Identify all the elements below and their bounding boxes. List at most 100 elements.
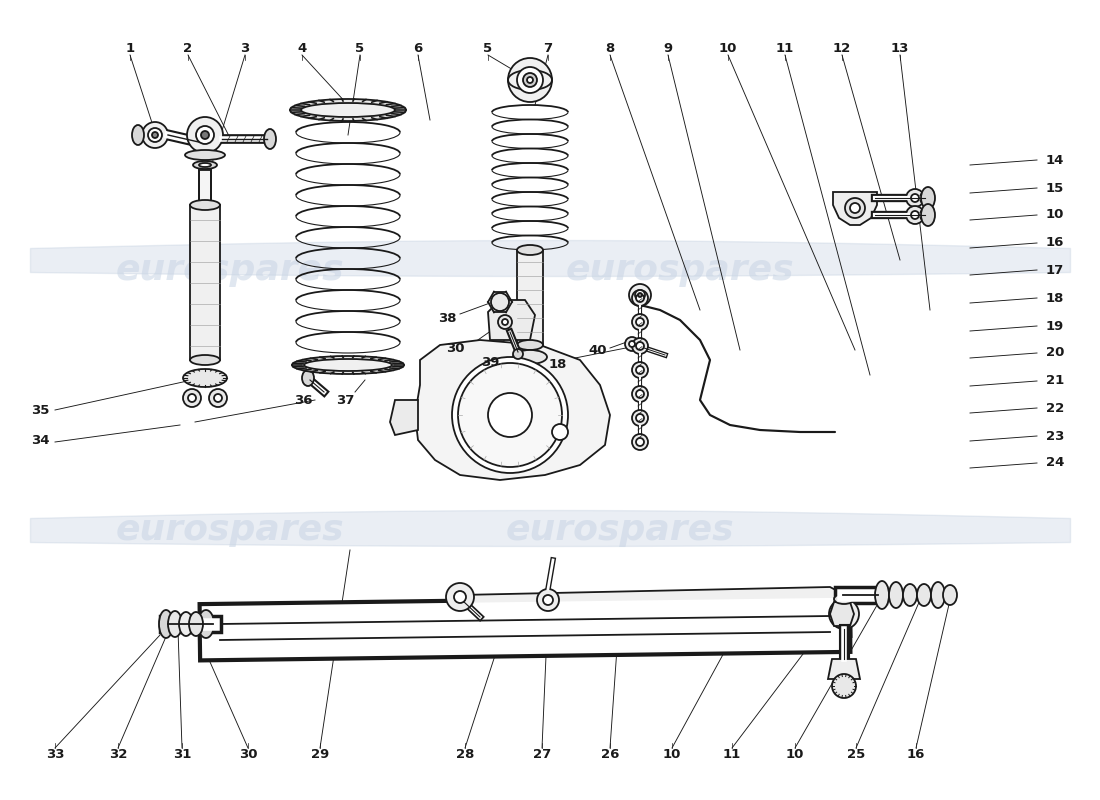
Ellipse shape xyxy=(183,369,227,387)
Ellipse shape xyxy=(179,612,192,636)
Ellipse shape xyxy=(834,594,854,604)
Circle shape xyxy=(552,424,568,440)
Text: 1: 1 xyxy=(125,42,134,54)
Circle shape xyxy=(832,674,856,698)
Circle shape xyxy=(517,67,543,93)
Circle shape xyxy=(152,132,158,138)
Ellipse shape xyxy=(302,370,313,386)
Text: 39: 39 xyxy=(481,355,499,369)
Ellipse shape xyxy=(921,187,935,209)
Ellipse shape xyxy=(160,610,173,638)
Ellipse shape xyxy=(290,99,406,121)
Circle shape xyxy=(543,595,553,605)
Polygon shape xyxy=(828,659,860,679)
Text: 16: 16 xyxy=(906,749,925,762)
Ellipse shape xyxy=(517,340,543,350)
Text: 31: 31 xyxy=(173,749,191,762)
Text: 10: 10 xyxy=(1046,209,1064,222)
Text: 24: 24 xyxy=(1046,457,1064,470)
Bar xyxy=(190,205,220,360)
Text: 10: 10 xyxy=(785,749,804,762)
Ellipse shape xyxy=(190,200,220,210)
Ellipse shape xyxy=(931,582,945,608)
Text: eurospares: eurospares xyxy=(116,513,344,547)
Text: 28: 28 xyxy=(455,749,474,762)
Circle shape xyxy=(636,390,644,398)
Text: 13: 13 xyxy=(891,42,910,54)
Text: 17: 17 xyxy=(1046,263,1064,277)
Ellipse shape xyxy=(132,125,144,145)
Circle shape xyxy=(906,206,924,224)
Circle shape xyxy=(142,122,168,148)
Ellipse shape xyxy=(903,584,917,606)
Circle shape xyxy=(537,589,559,611)
Text: 25: 25 xyxy=(847,749,865,762)
Circle shape xyxy=(632,290,648,306)
Text: 35: 35 xyxy=(31,403,50,417)
Circle shape xyxy=(452,357,568,473)
Text: 40: 40 xyxy=(588,343,607,357)
Text: 38: 38 xyxy=(438,311,456,325)
Text: 3: 3 xyxy=(241,42,250,54)
Text: 36: 36 xyxy=(294,394,312,406)
Text: eurospares: eurospares xyxy=(565,253,794,287)
Text: 5: 5 xyxy=(355,42,364,54)
Circle shape xyxy=(508,58,552,102)
Ellipse shape xyxy=(264,129,276,149)
Polygon shape xyxy=(415,340,610,480)
Ellipse shape xyxy=(874,581,889,609)
Circle shape xyxy=(638,293,642,297)
Circle shape xyxy=(209,389,227,407)
Circle shape xyxy=(829,599,859,629)
Ellipse shape xyxy=(301,103,395,117)
Circle shape xyxy=(906,189,924,207)
Circle shape xyxy=(636,414,644,422)
Polygon shape xyxy=(460,587,845,611)
Ellipse shape xyxy=(189,612,204,636)
Text: 6: 6 xyxy=(414,42,422,54)
Circle shape xyxy=(502,319,508,325)
Circle shape xyxy=(214,394,222,402)
Text: 27: 27 xyxy=(532,749,551,762)
Circle shape xyxy=(458,363,562,467)
Circle shape xyxy=(632,410,648,426)
Ellipse shape xyxy=(190,355,220,365)
Text: 9: 9 xyxy=(663,42,672,54)
Circle shape xyxy=(920,208,934,222)
Text: 21: 21 xyxy=(1046,374,1064,387)
Circle shape xyxy=(911,194,918,202)
Text: eurospares: eurospares xyxy=(116,253,344,287)
Bar xyxy=(517,250,543,345)
Text: 34: 34 xyxy=(31,434,50,446)
Text: 2: 2 xyxy=(184,42,192,54)
Polygon shape xyxy=(833,192,877,225)
Text: 30: 30 xyxy=(239,749,257,762)
Circle shape xyxy=(850,203,860,213)
Circle shape xyxy=(454,591,466,603)
Text: 37: 37 xyxy=(336,394,354,406)
Text: 19: 19 xyxy=(1046,319,1064,333)
Text: 12: 12 xyxy=(833,42,851,54)
Text: 10: 10 xyxy=(663,749,681,762)
Circle shape xyxy=(491,293,509,311)
Text: 10: 10 xyxy=(718,42,737,54)
Circle shape xyxy=(632,386,648,402)
Circle shape xyxy=(148,128,162,142)
Ellipse shape xyxy=(192,161,217,169)
Circle shape xyxy=(183,389,201,407)
Circle shape xyxy=(196,126,214,144)
Text: 11: 11 xyxy=(723,749,741,762)
Circle shape xyxy=(636,438,644,446)
Circle shape xyxy=(632,314,648,330)
Text: 15: 15 xyxy=(1046,182,1064,194)
Circle shape xyxy=(632,362,648,378)
Circle shape xyxy=(920,191,934,205)
Ellipse shape xyxy=(921,204,935,226)
Ellipse shape xyxy=(198,610,214,638)
Text: 23: 23 xyxy=(1046,430,1064,442)
Text: 22: 22 xyxy=(1046,402,1064,414)
Ellipse shape xyxy=(517,245,543,255)
Ellipse shape xyxy=(168,611,182,637)
Polygon shape xyxy=(488,300,535,340)
Circle shape xyxy=(488,393,532,437)
